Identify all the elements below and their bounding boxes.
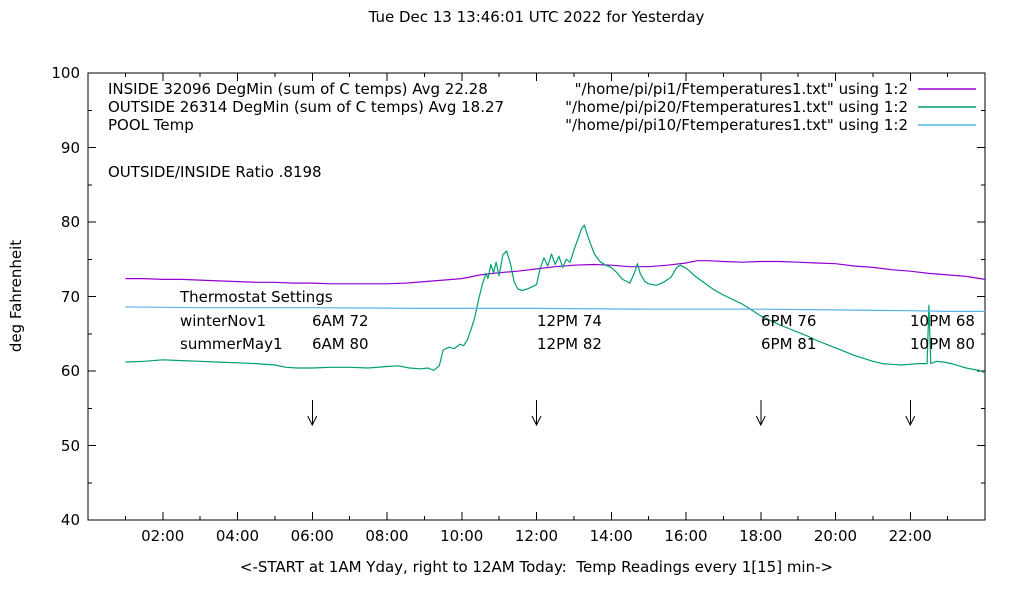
legend-source-path: "/home/pi/pi20/Ftemperatures1.txt" using… bbox=[565, 98, 908, 116]
legend-series-label: POOL Temp bbox=[108, 116, 194, 134]
x-tick-label: 16:00 bbox=[664, 527, 708, 545]
thermostat-setting: 12PM 82 bbox=[537, 335, 602, 353]
x-tick-label: 12:00 bbox=[514, 527, 559, 545]
y-tick-label: 90 bbox=[60, 138, 80, 157]
legend-source-path: "/home/pi/pi10/Ftemperatures1.txt" using… bbox=[565, 116, 908, 134]
x-tick-label: 18:00 bbox=[739, 527, 783, 545]
thermostat-time-arrow-head bbox=[755, 415, 766, 427]
legend-source-path: "/home/pi/pi1/Ftemperatures1.txt" using … bbox=[574, 80, 908, 98]
x-tick-label: 08:00 bbox=[365, 527, 409, 545]
y-axis-label: deg Fahrenheit bbox=[7, 239, 25, 353]
y-tick-label: 100 bbox=[51, 64, 80, 82]
thermostat-setting: 6AM 80 bbox=[312, 335, 369, 353]
thermostat-time-arrow-head bbox=[531, 415, 542, 427]
y-tick-label: 50 bbox=[60, 436, 80, 455]
legend-series-label: OUTSIDE 26314 DegMin (sum of C temps) Av… bbox=[108, 98, 505, 116]
x-tick-label: 20:00 bbox=[813, 527, 858, 545]
series-line-outside bbox=[125, 224, 985, 374]
thermostat-setting: 6PM 81 bbox=[761, 335, 817, 353]
ratio-annotation: OUTSIDE/INSIDE Ratio .8198 bbox=[108, 163, 322, 181]
series-line-pool bbox=[125, 306, 985, 312]
legend-series-label: INSIDE 32096 DegMin (sum of C temps) Avg… bbox=[108, 80, 488, 98]
y-tick-label: 40 bbox=[60, 511, 80, 529]
thermostat-time-arrow-head bbox=[905, 415, 916, 427]
y-tick-label: 70 bbox=[60, 287, 80, 306]
thermostat-heading: Thermostat Settings bbox=[180, 288, 333, 306]
x-tick-label: 02:00 bbox=[141, 527, 185, 545]
x-tick-label: 22:00 bbox=[888, 527, 932, 545]
chart-title: Tue Dec 13 13:46:01 UTC 2022 for Yesterd… bbox=[368, 8, 705, 26]
thermostat-setting: 6AM 72 bbox=[312, 312, 369, 330]
thermostat-setting: 12PM 74 bbox=[537, 312, 602, 330]
thermostat-setting: 10PM 68 bbox=[910, 312, 975, 330]
y-tick-label: 80 bbox=[60, 213, 80, 231]
x-tick-label: 06:00 bbox=[290, 527, 334, 545]
x-axis-label: <-START at 1AM Yday, right to 12AM Today… bbox=[239, 558, 834, 576]
y-tick-label: 60 bbox=[60, 362, 80, 380]
x-tick-label: 10:00 bbox=[440, 527, 484, 545]
thermostat-setting: 10PM 80 bbox=[910, 335, 975, 353]
series-line-inside bbox=[125, 260, 986, 285]
thermostat-setting: 6PM 76 bbox=[761, 312, 817, 330]
thermostat-row-name: summerMay1 bbox=[180, 335, 283, 353]
x-tick-label: 14:00 bbox=[589, 527, 633, 545]
thermostat-time-arrow-head bbox=[307, 415, 318, 427]
thermostat-row-name: winterNov1 bbox=[180, 312, 267, 330]
x-tick-label: 04:00 bbox=[215, 527, 260, 545]
